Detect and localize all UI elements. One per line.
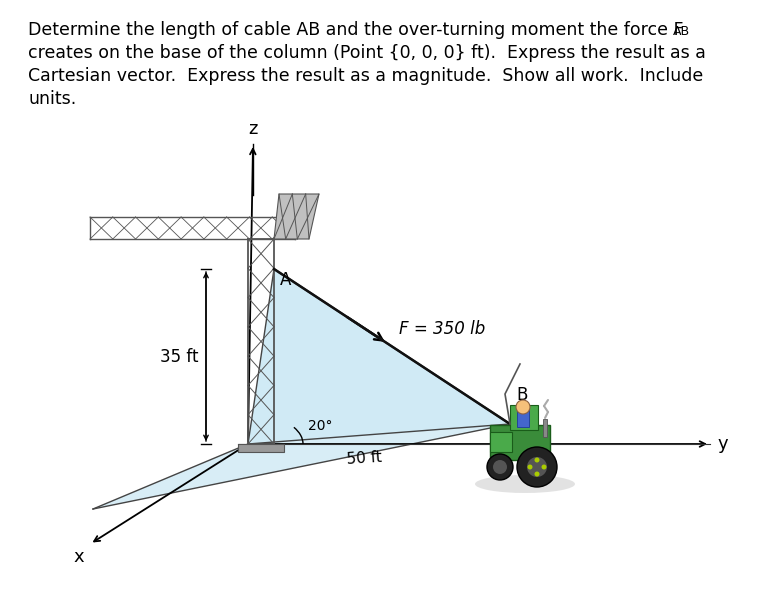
Circle shape	[527, 464, 533, 470]
Circle shape	[534, 458, 539, 462]
Bar	[543, 419, 547, 437]
Text: y: y	[718, 435, 728, 453]
Polygon shape	[93, 424, 510, 509]
Text: units.: units.	[28, 90, 76, 108]
Polygon shape	[274, 194, 319, 239]
Text: A: A	[280, 271, 291, 289]
Ellipse shape	[475, 475, 575, 493]
Circle shape	[527, 457, 547, 477]
Text: Determine the length of cable AB and the over-turning moment the force F: Determine the length of cable AB and the…	[28, 21, 684, 39]
Text: B: B	[516, 386, 527, 404]
Text: creates on the base of the column (Point {0, 0, 0} ft).  Express the result as a: creates on the base of the column (Point…	[28, 44, 706, 62]
Bar	[510, 405, 538, 430]
Circle shape	[516, 400, 530, 414]
Circle shape	[542, 464, 546, 470]
Text: F = 350 lb: F = 350 lb	[399, 320, 485, 338]
Circle shape	[487, 454, 513, 480]
Circle shape	[517, 447, 557, 487]
Text: x: x	[73, 548, 84, 566]
Bar	[490, 425, 550, 460]
Circle shape	[493, 460, 507, 474]
Text: 50 ft: 50 ft	[346, 450, 383, 467]
Text: AB: AB	[673, 25, 690, 38]
Text: 20°: 20°	[308, 419, 332, 433]
Polygon shape	[248, 269, 510, 444]
Circle shape	[534, 471, 539, 476]
Bar	[238, 444, 284, 452]
Text: Cartesian vector.  Express the result as a magnitude.  Show all work.  Include: Cartesian vector. Express the result as …	[28, 67, 703, 85]
Bar	[490, 432, 512, 452]
Bar	[517, 409, 529, 427]
Text: 35 ft: 35 ft	[159, 347, 198, 365]
Text: z: z	[248, 120, 258, 138]
